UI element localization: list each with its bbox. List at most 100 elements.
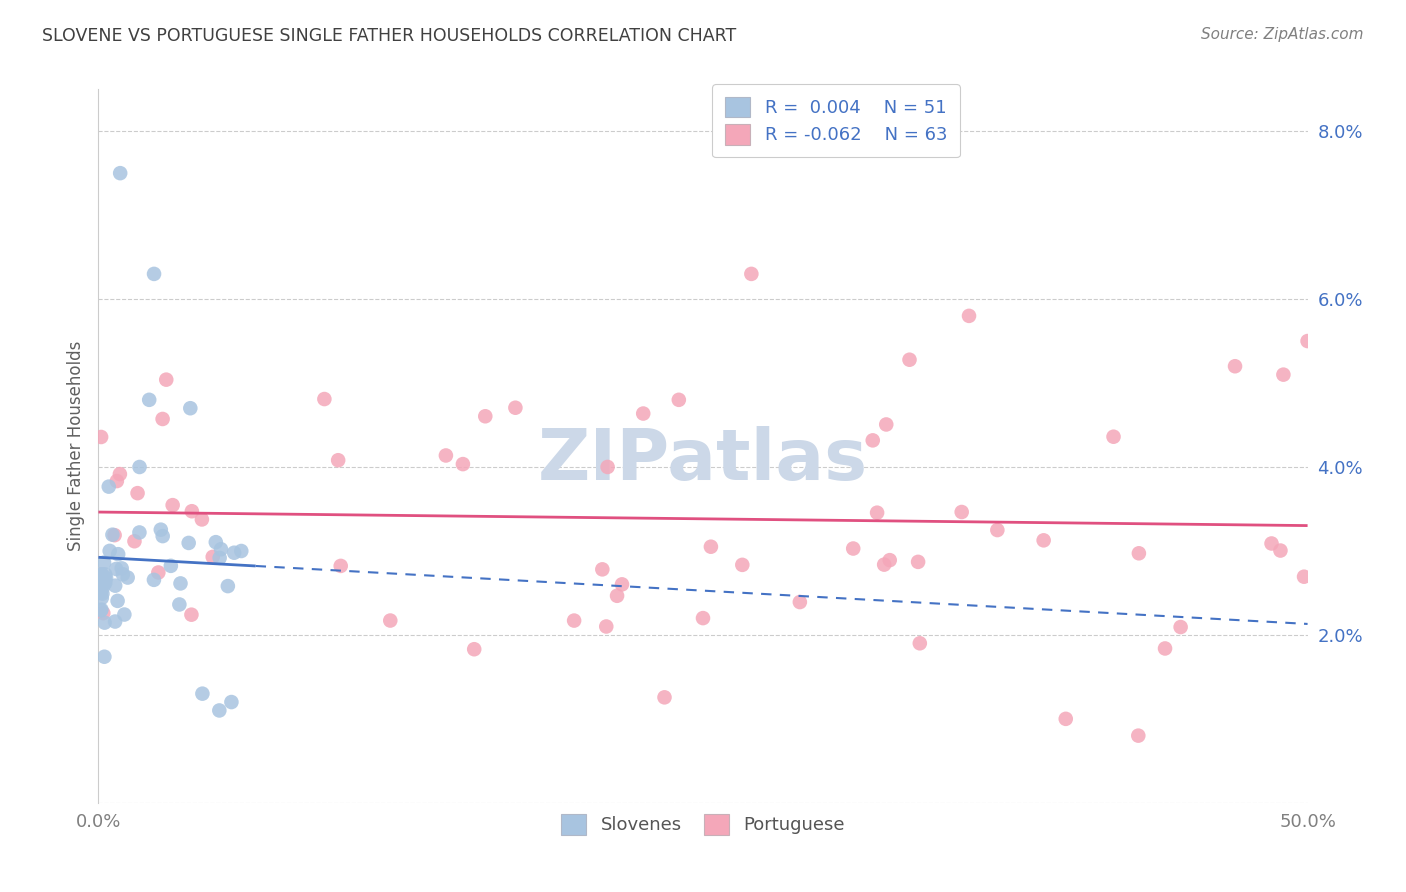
Point	[177, 536, 200, 550]
Point	[104, 528, 127, 542]
Point	[152, 529, 174, 543]
Point	[94, 571, 117, 585]
Point	[128, 460, 150, 475]
Point	[105, 562, 128, 576]
Point	[1128, 546, 1150, 560]
Point	[98, 544, 121, 558]
Point	[1102, 430, 1125, 444]
Point	[94, 576, 117, 591]
Point	[91, 587, 114, 601]
Point	[1154, 641, 1177, 656]
Point	[1170, 620, 1192, 634]
Point	[148, 566, 170, 580]
Point	[90, 585, 112, 599]
Point	[879, 553, 901, 567]
Point	[180, 607, 202, 622]
Point	[90, 591, 112, 605]
Point	[209, 542, 232, 557]
Point	[93, 649, 115, 664]
Point	[179, 401, 201, 416]
Y-axis label: Single Father Households: Single Father Households	[66, 341, 84, 551]
Point	[149, 523, 172, 537]
Point	[221, 695, 243, 709]
Text: Source: ZipAtlas.com: Source: ZipAtlas.com	[1201, 27, 1364, 42]
Point	[105, 474, 128, 488]
Point	[160, 558, 183, 573]
Point	[866, 506, 889, 520]
Point	[107, 547, 129, 561]
Point	[631, 407, 654, 421]
Point	[208, 550, 231, 565]
Point	[142, 573, 165, 587]
Point	[94, 573, 117, 587]
Point	[201, 549, 224, 564]
Point	[328, 453, 350, 467]
Point	[451, 457, 474, 471]
Point	[562, 614, 585, 628]
Point	[740, 267, 762, 281]
Point	[591, 562, 613, 576]
Point	[950, 505, 973, 519]
Point	[128, 525, 150, 540]
Point	[108, 467, 131, 482]
Point	[191, 512, 214, 526]
Point	[1032, 533, 1054, 548]
Point	[873, 558, 896, 572]
Point	[1270, 543, 1292, 558]
Point	[104, 579, 127, 593]
Point	[107, 594, 129, 608]
Point	[91, 577, 114, 591]
Point	[101, 527, 124, 541]
Point	[169, 576, 191, 591]
Point	[654, 690, 676, 705]
Text: SLOVENE VS PORTUGUESE SINGLE FATHER HOUSEHOLDS CORRELATION CHART: SLOVENE VS PORTUGUESE SINGLE FATHER HOUS…	[42, 27, 737, 45]
Point	[1296, 334, 1319, 348]
Point	[191, 687, 214, 701]
Point	[152, 412, 174, 426]
Point	[862, 434, 884, 448]
Point	[668, 392, 690, 407]
Point	[204, 535, 226, 549]
Point	[1054, 712, 1077, 726]
Point	[1128, 729, 1150, 743]
Point	[90, 567, 112, 582]
Point	[90, 567, 112, 582]
Point	[104, 615, 127, 629]
Point	[90, 430, 112, 444]
Point	[907, 555, 929, 569]
Point	[596, 459, 619, 474]
Point	[329, 558, 352, 573]
Point	[380, 614, 402, 628]
Point	[94, 567, 117, 582]
Point	[180, 504, 202, 518]
Point	[606, 589, 628, 603]
Point	[463, 642, 485, 657]
Point	[1292, 570, 1315, 584]
Point	[90, 576, 112, 591]
Point	[842, 541, 865, 556]
Point	[957, 309, 980, 323]
Point	[155, 373, 177, 387]
Point	[595, 619, 617, 633]
Point	[731, 558, 754, 572]
Point	[789, 595, 811, 609]
Point	[162, 498, 184, 512]
Point	[93, 556, 115, 570]
Point	[217, 579, 239, 593]
Point	[474, 409, 496, 424]
Point	[986, 523, 1008, 537]
Point	[90, 603, 112, 617]
Point	[908, 636, 931, 650]
Point	[692, 611, 714, 625]
Point	[97, 480, 120, 494]
Legend: Slovenes, Portuguese: Slovenes, Portuguese	[553, 805, 853, 844]
Point	[1223, 359, 1246, 374]
Point	[700, 540, 723, 554]
Point	[108, 166, 131, 180]
Point	[138, 392, 160, 407]
Point	[143, 267, 166, 281]
Point	[1272, 368, 1295, 382]
Point	[314, 392, 336, 406]
Point	[224, 546, 246, 560]
Point	[898, 352, 921, 367]
